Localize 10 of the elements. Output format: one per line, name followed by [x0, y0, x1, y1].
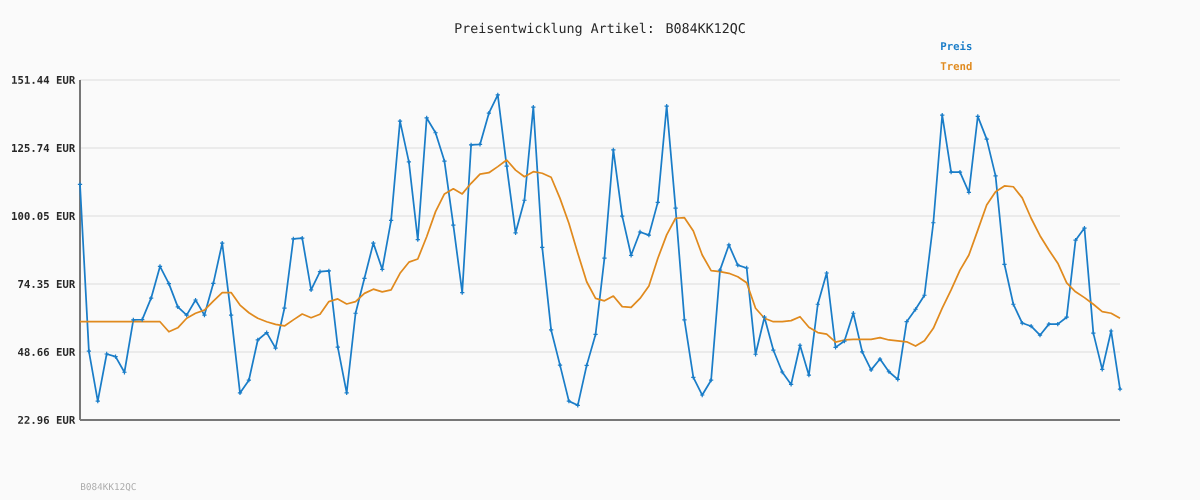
y-tick-label: 151.44 EUR	[12, 76, 76, 84]
y-tick-label: 74.35 EUR	[18, 279, 76, 289]
text: Preis	[941, 41, 972, 51]
text: Trend	[940, 61, 972, 71]
y-tick-label: 48.66 EUR	[18, 347, 76, 357]
y-tick-label: 22.96 EUR	[18, 415, 76, 425]
y-tick-label: 125.74 EUR	[12, 143, 76, 153]
chart-title: Preisentwicklung Artikel: B084KK12QC	[455, 22, 745, 36]
text: B084KK12QC	[81, 483, 136, 492]
y-tick-label: 100.05 EUR	[12, 211, 76, 221]
